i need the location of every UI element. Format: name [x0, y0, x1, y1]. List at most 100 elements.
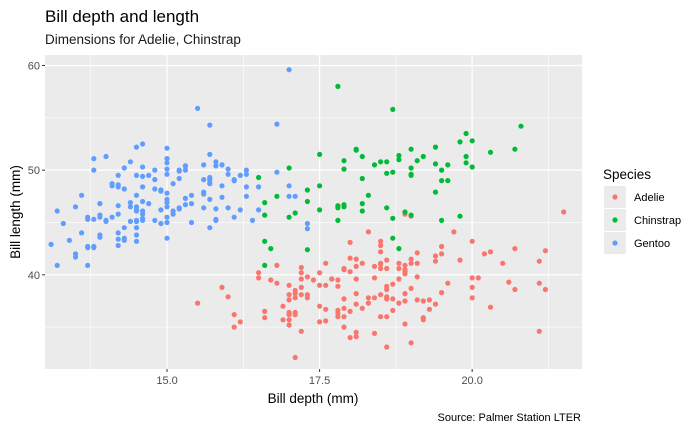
point-chinstrap [304, 187, 310, 193]
point-gentoo [274, 121, 280, 127]
point-gentoo [286, 183, 292, 189]
point-gentoo [115, 203, 121, 209]
point-adelie [390, 307, 396, 313]
point-gentoo [48, 241, 54, 247]
point-adelie [262, 315, 268, 321]
point-adelie [286, 322, 292, 328]
point-chinstrap [408, 146, 414, 152]
point-adelie [384, 296, 390, 302]
point-adelie [396, 276, 402, 282]
point-adelie [298, 292, 304, 298]
point-gentoo [207, 122, 213, 128]
point-adelie [371, 330, 378, 336]
point-gentoo [207, 225, 213, 231]
point-chinstrap [463, 130, 469, 137]
point-gentoo [133, 238, 140, 244]
point-adelie [298, 264, 304, 271]
point-adelie [378, 260, 384, 266]
point-gentoo [256, 207, 262, 213]
point-adelie [335, 314, 341, 320]
y-axis-title: Bill length (mm) [8, 165, 23, 259]
legend-title: Species [603, 167, 651, 182]
point-adelie [371, 295, 378, 301]
point-gentoo [164, 156, 170, 162]
point-gentoo [304, 220, 310, 227]
point-adelie [408, 285, 414, 291]
point-gentoo [188, 192, 195, 198]
point-adelie [378, 249, 384, 255]
point-adelie [371, 275, 378, 281]
point-adelie [384, 314, 390, 320]
point-chinstrap [432, 189, 439, 195]
point-adelie [256, 270, 262, 276]
point-gentoo [274, 169, 280, 175]
point-chinstrap [463, 160, 469, 166]
point-adelie [439, 251, 445, 257]
point-chinstrap [274, 193, 280, 199]
point-chinstrap [469, 164, 475, 170]
point-chinstrap [256, 174, 262, 181]
point-gentoo [237, 207, 243, 213]
point-adelie [506, 279, 512, 285]
point-chinstrap [457, 213, 463, 219]
point-adelie [353, 276, 359, 282]
point-adelie [420, 298, 426, 304]
point-chinstrap [487, 149, 494, 155]
point-gentoo [304, 226, 310, 232]
point-adelie [378, 242, 384, 249]
point-gentoo [225, 166, 231, 172]
x-tick-label: 20.0 [461, 375, 482, 387]
point-gentoo [219, 194, 225, 200]
point-gentoo [182, 163, 188, 169]
point-gentoo [115, 184, 121, 190]
point-gentoo [66, 237, 72, 243]
point-gentoo [164, 166, 170, 172]
point-adelie [335, 283, 341, 289]
point-gentoo [85, 262, 91, 268]
point-gentoo [231, 178, 237, 184]
point-adelie [195, 300, 201, 306]
point-gentoo [170, 211, 176, 217]
point-adelie [323, 318, 329, 324]
point-gentoo [97, 232, 103, 238]
point-gentoo [170, 181, 176, 187]
point-adelie [335, 277, 341, 283]
point-gentoo [103, 218, 109, 224]
point-gentoo [140, 217, 146, 223]
point-adelie [402, 321, 408, 327]
point-gentoo [140, 184, 146, 190]
point-adelie [237, 319, 243, 325]
point-gentoo [133, 217, 140, 223]
y-tick-label: 60 [28, 60, 40, 72]
point-adelie [341, 305, 347, 311]
point-chinstrap [512, 146, 518, 152]
point-adelie [475, 275, 481, 281]
point-adelie [323, 260, 329, 266]
point-gentoo [164, 145, 170, 151]
point-gentoo [115, 230, 121, 236]
point-chinstrap [317, 207, 323, 213]
point-chinstrap [371, 162, 378, 168]
legend-marker-chinstrap [612, 217, 618, 223]
point-gentoo [140, 208, 146, 214]
point-adelie [378, 238, 384, 244]
x-axis-ticks: 15.0 17.5 20.0 [156, 369, 483, 387]
point-adelie [402, 298, 408, 304]
point-adelie [402, 269, 408, 275]
point-chinstrap [439, 217, 445, 223]
point-gentoo [201, 189, 207, 195]
point-adelie [432, 253, 439, 259]
point-chinstrap [335, 205, 341, 211]
point-chinstrap [317, 151, 323, 157]
point-chinstrap [390, 169, 396, 175]
point-gentoo [152, 167, 158, 173]
point-adelie [286, 312, 292, 318]
point-adelie [408, 340, 414, 346]
point-gentoo [176, 175, 182, 182]
point-gentoo [207, 180, 213, 186]
point-adelie [426, 297, 432, 303]
point-gentoo [225, 171, 231, 177]
point-gentoo [133, 232, 140, 238]
point-gentoo [237, 172, 243, 178]
point-gentoo [152, 217, 158, 223]
